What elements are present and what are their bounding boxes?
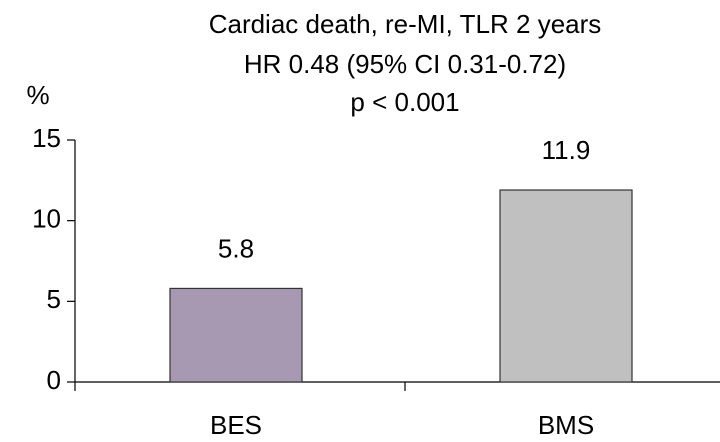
data-label: 5.8 — [218, 233, 254, 263]
y-tick-label: 10 — [32, 204, 61, 234]
bar — [499, 189, 633, 383]
x-tick-label: BMS — [538, 410, 594, 440]
bar — [169, 287, 303, 383]
y-tick-label: 0 — [47, 365, 61, 395]
chart-title: Cardiac death, re-MI, TLR 2 years — [209, 9, 602, 39]
x-tick-label: BES — [210, 410, 262, 440]
data-label: 11.9 — [542, 135, 591, 165]
y-tick-label: 15 — [32, 123, 61, 153]
chart-subtitle: p < 0.001 — [350, 87, 459, 117]
y-tick-label: 5 — [47, 284, 61, 314]
y-axis-label: % — [26, 80, 49, 110]
chart-subtitle: HR 0.48 (95% CI 0.31-0.72) — [244, 49, 566, 79]
